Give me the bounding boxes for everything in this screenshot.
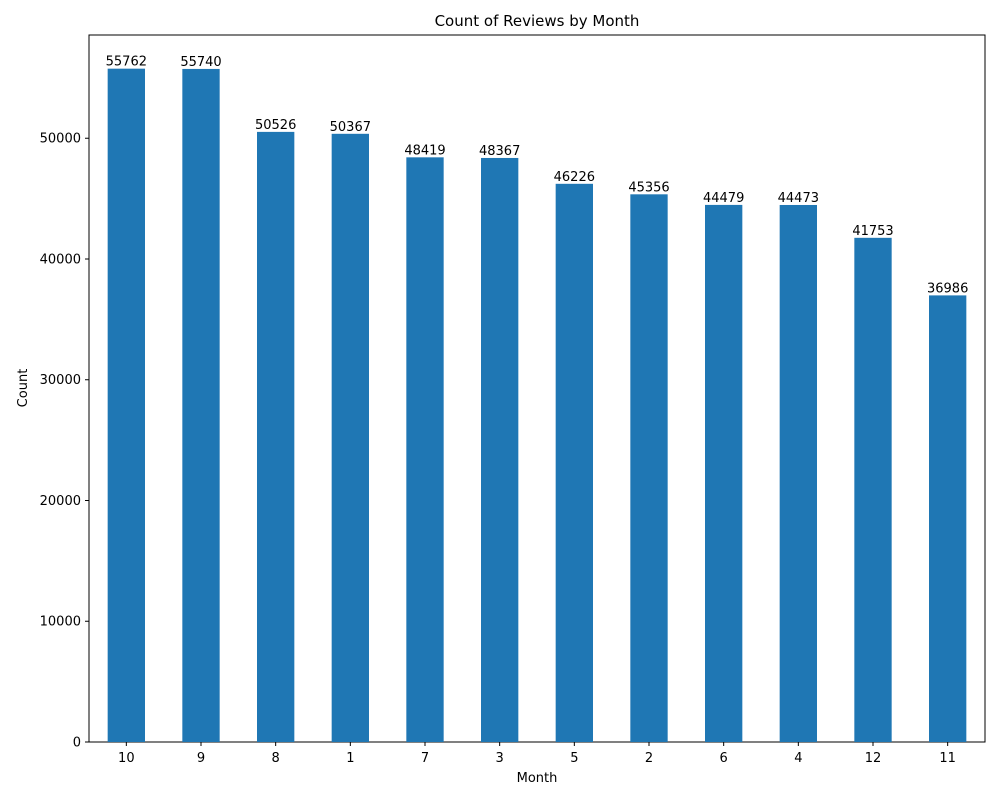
bar xyxy=(929,295,967,742)
y-tick-label: 30000 xyxy=(40,373,81,388)
bar-value-label: 44479 xyxy=(703,191,744,206)
x-tick-label: 11 xyxy=(939,751,956,766)
bar-value-label: 41753 xyxy=(852,224,893,239)
bar-value-label: 48367 xyxy=(479,144,520,159)
bars xyxy=(107,68,967,743)
bar xyxy=(107,68,145,742)
x-tick-label: 10 xyxy=(118,751,135,766)
bar xyxy=(854,237,892,742)
bar xyxy=(182,68,220,743)
y-axis-ticks: 0 10000 20000 30000 40000 50000 xyxy=(40,132,89,751)
y-tick-label: 50000 xyxy=(40,132,81,147)
bar-value-label: 50367 xyxy=(330,120,371,135)
x-axis-label: Month xyxy=(517,771,558,786)
x-tick-label: 8 xyxy=(272,751,280,766)
bar-value-label: 36986 xyxy=(927,281,968,296)
bar xyxy=(630,194,668,742)
bar xyxy=(331,133,369,743)
bar-value-label: 55740 xyxy=(180,55,221,70)
x-tick-label: 2 xyxy=(645,751,653,766)
bar-value-label: 55762 xyxy=(106,55,147,70)
x-tick-label: 6 xyxy=(720,751,728,766)
x-tick-label: 4 xyxy=(794,751,802,766)
bar-value-label: 44473 xyxy=(778,191,819,206)
bar-value-label: 50526 xyxy=(255,118,296,133)
bar-value-label: 48419 xyxy=(404,143,445,158)
axes-frame xyxy=(88,34,986,743)
x-tick-label: 3 xyxy=(496,751,504,766)
bar xyxy=(705,204,743,742)
chart-title: Count of Reviews by Month xyxy=(435,12,640,30)
y-tick-label: 40000 xyxy=(40,252,81,267)
y-axis-label: Count xyxy=(16,369,31,408)
x-tick-label: 12 xyxy=(865,751,882,766)
x-tick-label: 9 xyxy=(197,751,205,766)
y-tick-label: 20000 xyxy=(40,494,81,509)
x-axis-ticks: 10 9 8 1 7 3 5 2 6 4 12 11 xyxy=(118,742,956,766)
bar-value-label: 45356 xyxy=(628,180,669,195)
bar xyxy=(481,157,519,742)
y-tick-label: 0 xyxy=(73,736,81,751)
bar-value-label: 46226 xyxy=(554,170,595,185)
y-tick-label: 10000 xyxy=(40,615,81,630)
x-tick-label: 5 xyxy=(570,751,578,766)
bar xyxy=(406,157,444,742)
bar xyxy=(555,183,593,742)
bar-value-labels: 55762 55740 50526 50367 48419 48367 46226 45356… xyxy=(106,55,969,297)
bar xyxy=(257,131,295,743)
x-tick-label: 7 xyxy=(421,751,429,766)
x-tick-label: 1 xyxy=(346,751,354,766)
plot-area xyxy=(88,34,986,743)
bar xyxy=(779,204,817,742)
